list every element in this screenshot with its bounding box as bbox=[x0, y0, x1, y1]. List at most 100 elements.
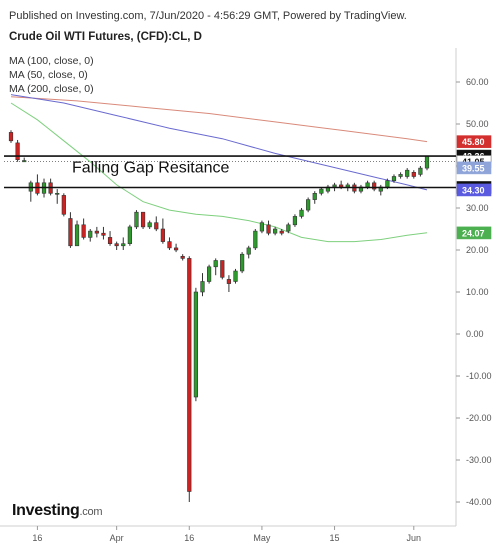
candle-body bbox=[220, 260, 225, 278]
candle bbox=[167, 237, 172, 250]
y-tick-label: -20.00 bbox=[466, 413, 492, 423]
ma50-line bbox=[10, 102, 428, 243]
chart-source-header: Published on Investing.com, 7/Jun/2020 -… bbox=[9, 10, 407, 22]
candle-body bbox=[167, 241, 172, 249]
candle-body bbox=[319, 188, 324, 194]
candle-body bbox=[94, 230, 99, 234]
y-tick-label: 30.00 bbox=[466, 203, 489, 213]
candle bbox=[68, 212, 73, 248]
candle bbox=[286, 222, 291, 234]
candle-body bbox=[74, 224, 80, 247]
candle bbox=[253, 229, 258, 250]
candle-body bbox=[240, 253, 245, 272]
candle bbox=[74, 220, 80, 247]
candle bbox=[55, 189, 60, 204]
candle-body bbox=[226, 279, 232, 284]
y-tick-label: -10.00 bbox=[466, 371, 492, 381]
candle bbox=[206, 264, 212, 284]
candle-body bbox=[55, 193, 60, 195]
candle-body bbox=[61, 195, 66, 215]
candle-body bbox=[22, 160, 27, 163]
x-tick-label: 16 bbox=[32, 533, 42, 543]
candle bbox=[240, 252, 245, 274]
candle-body bbox=[405, 169, 410, 177]
candle bbox=[398, 172, 403, 179]
candle bbox=[299, 208, 304, 219]
candle-body bbox=[134, 211, 139, 228]
candle-body bbox=[140, 211, 146, 228]
price-badge-label: 39.55 bbox=[462, 163, 485, 173]
candle-body bbox=[81, 224, 86, 238]
candle-body bbox=[233, 270, 238, 282]
candle bbox=[22, 157, 27, 163]
price-badge-bg bbox=[456, 135, 492, 148]
candle bbox=[233, 268, 238, 284]
candle bbox=[292, 214, 298, 227]
candle bbox=[391, 174, 397, 183]
candle bbox=[378, 184, 383, 196]
candle-body bbox=[385, 180, 390, 188]
x-tick-label: 16 bbox=[184, 533, 194, 543]
candle bbox=[200, 273, 205, 297]
price-badge: 24.07 bbox=[456, 226, 492, 240]
candle-body bbox=[424, 156, 430, 169]
candle bbox=[107, 231, 113, 246]
candle-body bbox=[193, 291, 198, 398]
candle-body bbox=[292, 216, 298, 226]
x-tick-label: Jun bbox=[407, 533, 422, 543]
price-badge: 34.30 bbox=[456, 183, 492, 197]
candle bbox=[101, 226, 106, 240]
candle bbox=[319, 187, 324, 196]
candle bbox=[187, 256, 192, 502]
candle bbox=[306, 197, 311, 213]
candle-body bbox=[345, 184, 350, 188]
candle-body bbox=[114, 243, 119, 247]
candle-body bbox=[259, 222, 265, 232]
y-tick-label: 50.00 bbox=[466, 119, 489, 129]
candle bbox=[279, 229, 284, 236]
legend-ma50: MA (50, close, 0) bbox=[9, 69, 88, 81]
candle-body bbox=[180, 255, 185, 259]
x-tick-label: 15 bbox=[330, 533, 340, 543]
candle bbox=[8, 130, 14, 143]
candle bbox=[259, 220, 265, 234]
chart-marks bbox=[8, 94, 430, 502]
candle bbox=[88, 229, 93, 242]
candle bbox=[273, 226, 278, 236]
candle bbox=[372, 180, 377, 192]
candle bbox=[246, 245, 251, 259]
candle-body bbox=[147, 222, 152, 228]
candle bbox=[266, 220, 271, 236]
candle-body bbox=[107, 237, 113, 244]
investing-logo: Investing.com bbox=[12, 502, 103, 519]
candle bbox=[358, 184, 364, 194]
candle bbox=[424, 155, 430, 171]
candle-body bbox=[332, 184, 337, 188]
y-tick-label: 0.00 bbox=[466, 329, 484, 339]
candle bbox=[160, 218, 165, 244]
price-badge-label: 34.30 bbox=[462, 185, 485, 195]
candle-body bbox=[206, 266, 212, 282]
y-tick-label: -40.00 bbox=[466, 497, 492, 507]
candle-body bbox=[154, 222, 159, 230]
candle bbox=[213, 258, 218, 276]
candle-body bbox=[200, 281, 205, 293]
candle-body bbox=[160, 228, 165, 242]
ma200-line bbox=[10, 96, 428, 143]
candle bbox=[193, 287, 198, 402]
candle-body bbox=[339, 184, 344, 188]
candle-body bbox=[213, 260, 218, 268]
candle-body bbox=[253, 230, 258, 249]
candle bbox=[180, 254, 185, 261]
candle bbox=[418, 166, 423, 177]
candle bbox=[15, 139, 20, 162]
candle-body bbox=[173, 247, 179, 251]
price-badge: 45.80 bbox=[456, 135, 492, 148]
falling-gap-annotation: Falling Gap Resitance bbox=[72, 160, 230, 177]
candle-body bbox=[391, 176, 397, 181]
candle-body bbox=[8, 132, 14, 142]
candle-body bbox=[246, 247, 251, 255]
candle-body bbox=[273, 228, 278, 234]
price-badge-label: 45.80 bbox=[462, 137, 485, 147]
